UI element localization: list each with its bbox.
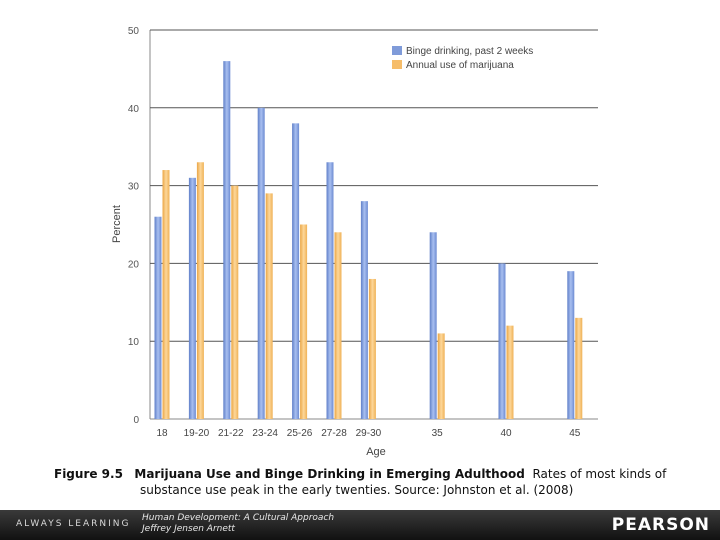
legend-label: Binge drinking, past 2 weeks: [406, 46, 533, 57]
bar-marijuana-19-20: [196, 162, 204, 419]
bar-binge-drinking-23-24: [257, 107, 265, 420]
bar-binge-drinking-19-20: [188, 177, 196, 419]
y-tick-label: 30: [128, 182, 140, 193]
bar-binge-drinking-25-26: [292, 123, 300, 420]
x-tick-label: 40: [500, 428, 512, 439]
footer-author: Jeffrey Jensen Arnett: [142, 524, 235, 534]
footer-book-title: Human Development: A Cultural Approach: [142, 513, 335, 523]
bar-binge-drinking-45: [567, 271, 575, 419]
x-tick-label: 45: [569, 428, 581, 439]
x-axis-label: Age: [366, 446, 386, 458]
y-tick-label: 40: [128, 104, 140, 115]
x-tick-label: 19-20: [184, 428, 210, 439]
caption-text-line2: substance use peak in the early twenties…: [140, 483, 574, 497]
bar-binge-drinking-29-30: [360, 201, 368, 419]
x-tick-label: 29-30: [356, 428, 382, 439]
bar-binge-drinking-35: [429, 232, 437, 419]
bar-chart: 0 10 20 30 40 50 18 19-20 21-22 23-24 25-26 27-28 2…: [111, 26, 598, 458]
bar-marijuana-40: [506, 325, 514, 419]
legend-swatch: [392, 46, 402, 55]
x-tick-label: 18: [156, 428, 168, 439]
legend-label: Annual use of marijuana: [406, 60, 514, 71]
x-tick-label: 35: [432, 428, 444, 439]
caption-title: Marijuana Use and Binge Drinking in Emer…: [134, 467, 525, 481]
caption-text-line1: Rates of most kinds of: [532, 467, 667, 481]
bar-marijuana-35: [437, 333, 445, 419]
bar-binge-drinking-40: [498, 263, 506, 419]
y-axis-label: Percent: [111, 205, 123, 243]
footer-brand-logo: PEARSON: [611, 515, 710, 535]
x-tick-label: 23-24: [252, 428, 278, 439]
bar-marijuana-25-26: [300, 224, 308, 419]
bar-marijuana-29-30: [368, 278, 376, 419]
bar-marijuana-45: [575, 317, 583, 419]
y-tick-label: 50: [128, 26, 140, 37]
bar-binge-drinking-18: [154, 216, 162, 419]
figure-caption: Figure 9.5 Marijuana Use and Binge Drink…: [54, 466, 694, 498]
footer-tagline: ALWAYS LEARNING: [16, 519, 131, 529]
legend-swatch: [392, 60, 402, 69]
y-tick-label: 20: [128, 259, 140, 270]
y-tick-label: 10: [128, 337, 140, 348]
bar-marijuana-21-22: [231, 185, 239, 419]
bars: [154, 61, 583, 420]
y-tick-label: 0: [133, 415, 139, 426]
bar-binge-drinking-27-28: [326, 162, 334, 419]
bar-binge-drinking-21-22: [223, 61, 231, 420]
caption-figure-label: Figure 9.5: [54, 467, 123, 481]
x-tick-label: 27-28: [321, 428, 347, 439]
footer-book-info: Human Development: A Cultural Approach J…: [142, 513, 334, 535]
footer-bar: ALWAYS LEARNING Human Development: A Cul…: [0, 510, 720, 540]
x-tick-label: 21-22: [218, 428, 244, 439]
bar-marijuana-23-24: [265, 193, 273, 419]
bar-marijuana-18: [162, 170, 170, 419]
bar-marijuana-27-28: [334, 232, 342, 419]
legend: Binge drinking, past 2 weeks Annual use o…: [392, 46, 533, 71]
x-tick-label: 25-26: [287, 428, 313, 439]
y-tick-labels: 0 10 20 30 40 50: [128, 26, 140, 426]
x-tick-labels: 18 19-20 21-22 23-24 25-26 27-28 29-30 35 40 45: [156, 428, 580, 439]
